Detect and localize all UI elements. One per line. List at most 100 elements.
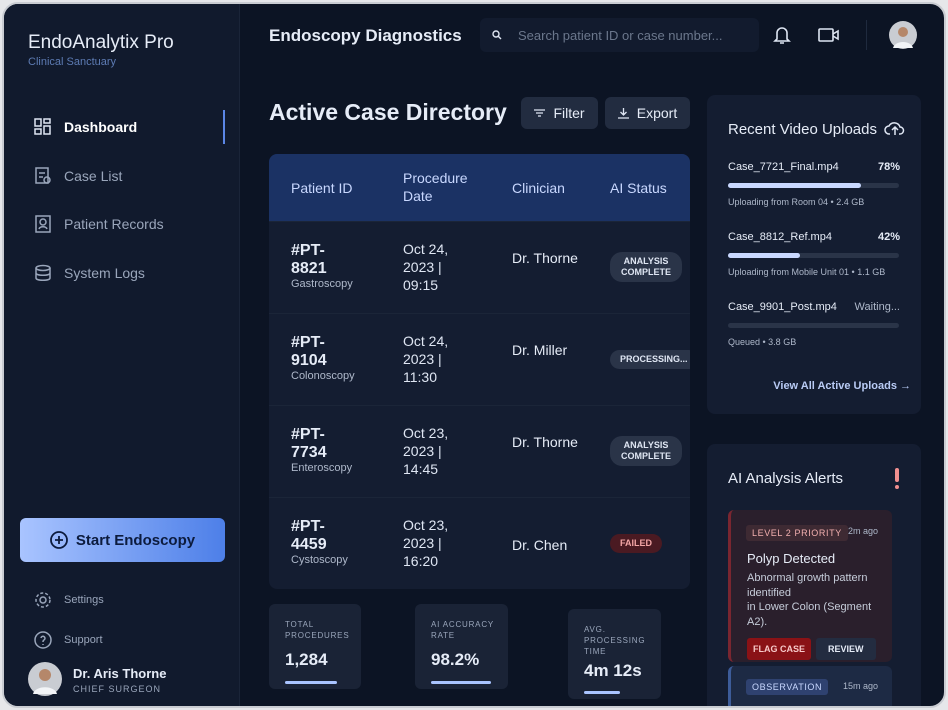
status-badge: ANALYSIS COMPLETE xyxy=(610,436,682,466)
column-header: AI Status xyxy=(610,180,667,196)
upload-file: Case_7721_Final.mp4 xyxy=(728,161,839,173)
clinician: Dr. Thorne xyxy=(512,250,578,266)
status-badge: ANALYSIS COMPLETE xyxy=(610,252,682,282)
video-icon[interactable] xyxy=(818,27,840,43)
notifications-icon[interactable] xyxy=(773,25,791,45)
button-label: Start Endoscopy xyxy=(75,531,196,549)
column-header: Clinician xyxy=(512,180,565,196)
view-all-link[interactable]: View All Active Uploads → xyxy=(773,380,911,392)
case-row[interactable]: #PT-8821 Gastroscopy Oct 24, 2023 | 09:15 D… xyxy=(269,221,690,313)
alert-time: 2m ago xyxy=(847,526,878,536)
progress-track xyxy=(728,183,899,188)
procedure-date: Oct 23, 2023 | 16:20 xyxy=(403,517,449,569)
alert-title: Polyp Detected xyxy=(747,551,836,566)
uploads-card: Recent Video Uploads View All Active Upl… xyxy=(707,95,921,414)
clinician: Dr. Chen xyxy=(512,537,568,553)
user-avatar xyxy=(28,662,62,696)
button-label: Export xyxy=(636,105,678,121)
table-header xyxy=(269,154,690,221)
card-title: AI Analysis Alerts xyxy=(728,470,844,487)
patient-id: #PT-8821 xyxy=(291,242,327,277)
procedure-date: Oct 24, 2023 | 11:30 xyxy=(403,333,449,385)
user-role: CHIEF SURGEON xyxy=(73,684,162,694)
alert-time: 15m ago xyxy=(842,681,878,691)
link-label: Support xyxy=(64,634,103,646)
stat-value: 98.2% xyxy=(431,650,480,669)
procedure-type: Enteroscopy xyxy=(291,462,353,474)
nav-item[interactable]: Dashboard xyxy=(34,110,137,144)
column-header: Procedure Date xyxy=(403,170,468,204)
clinician: Dr. Thorne xyxy=(512,434,578,450)
search-box[interactable]: Search patient ID or case number... xyxy=(480,18,759,52)
progress-track xyxy=(728,323,899,328)
upload-icon xyxy=(884,122,905,135)
button-label: Filter xyxy=(553,105,585,121)
progress-fill xyxy=(728,183,862,188)
patient-id: #PT-9104 xyxy=(291,334,327,369)
alerts-card: AI Analysis Alerts LEVEL 2 PRIORITY 2m ag… xyxy=(707,444,921,706)
upload-file: Case_9901_Post.mp4 xyxy=(728,301,837,313)
nav-label: System Logs xyxy=(64,265,145,281)
stat-label: TOTAL PROCEDURES xyxy=(285,620,350,640)
patient-id: #PT-4459 xyxy=(291,518,327,553)
procedure-type: Gastroscopy xyxy=(291,278,353,290)
flag-case-button[interactable]: FLAG CASE xyxy=(747,638,812,660)
nav-label: Dashboard xyxy=(64,119,138,135)
active-indicator xyxy=(223,110,225,144)
stat-card: TOTAL PROCEDURES 1,284 xyxy=(269,604,361,689)
export-button[interactable]: Export xyxy=(605,97,690,129)
nav-item[interactable]: System Logs xyxy=(34,256,145,290)
upload-detail: Queued • 3.8 GB xyxy=(728,337,797,347)
procedure-date: Oct 23, 2023 | 14:45 xyxy=(403,425,449,477)
brand-subtitle: Clinical Sanctuary xyxy=(28,56,117,68)
header-title: Endoscopy Diagnostics xyxy=(269,26,462,45)
nav-label: Patient Records xyxy=(64,216,164,232)
link-label: Settings xyxy=(64,594,104,606)
alert-item: OBSERVATION 15m ago xyxy=(728,666,892,706)
column-header: Patient ID xyxy=(291,180,353,196)
start-endoscopy-button[interactable]: Start Endoscopy xyxy=(20,518,225,562)
review-button[interactable]: REVIEW xyxy=(816,638,876,660)
progress-fill xyxy=(728,253,800,258)
patient-id: #PT-7734 xyxy=(291,426,327,461)
clinician: Dr. Miller xyxy=(512,342,568,358)
alert-icon xyxy=(895,468,899,482)
support-link[interactable]: Support xyxy=(34,623,103,657)
alert-icon-dot xyxy=(895,485,899,489)
case-row[interactable]: #PT-9104 Colonoscopy Oct 24, 2023 | 11:30 D… xyxy=(269,313,690,405)
page-title: Active Case Directory xyxy=(269,99,507,125)
upload-status: 78% xyxy=(877,161,900,173)
stat-accent xyxy=(584,691,620,694)
upload-detail: Uploading from Mobile Unit 01 • 1.1 GB xyxy=(728,267,886,277)
settings-link[interactable]: Settings xyxy=(34,583,104,617)
search-placeholder: Search patient ID or case number... xyxy=(518,27,723,43)
case-row[interactable]: #PT-4459 Cystoscopy Oct 23, 2023 | 16:20 Dr… xyxy=(269,497,690,589)
stat-label: AI ACCURACY RATE xyxy=(431,620,494,640)
brand: EndoAnalytix Pro xyxy=(28,32,174,53)
stat-value: 1,284 xyxy=(285,650,328,669)
upload-status: 42% xyxy=(877,231,900,243)
stat-value: 4m 12s xyxy=(584,661,642,680)
case-table: Patient ID Procedure Date Clinician AI Stat… xyxy=(269,154,690,589)
filter-button[interactable]: Filter xyxy=(521,97,598,129)
alert-item: LEVEL 2 PRIORITY 2m ago Polyp Detected Abno… xyxy=(728,510,892,662)
status-badge: PROCESSING... xyxy=(610,350,690,369)
alert-body: Abnormal growth pattern identified in Lo… xyxy=(747,572,872,628)
upload-status: Waiting... xyxy=(854,301,900,313)
procedure-type: Cystoscopy xyxy=(291,554,348,566)
user-name: Dr. Aris Thorne xyxy=(73,666,167,681)
case-row[interactable]: #PT-7734 Enteroscopy Oct 23, 2023 | 14:45 D… xyxy=(269,405,690,497)
nav-item[interactable]: Case List xyxy=(34,159,122,193)
upload-detail: Uploading from Room 04 • 2.4 GB xyxy=(728,197,865,207)
stat-accent xyxy=(431,681,491,684)
alert-tag: OBSERVATION xyxy=(746,679,829,695)
card-title: Recent Video Uploads xyxy=(728,121,877,138)
nav-item[interactable]: Patient Records xyxy=(34,207,164,241)
upload-file: Case_8812_Ref.mp4 xyxy=(728,231,832,243)
header-avatar[interactable] xyxy=(889,21,917,49)
progress-track xyxy=(728,253,899,258)
sidebar: EndoAnalytix Pro Clinical Sanctuary Dash… xyxy=(4,4,240,706)
stat-label: AVG. PROCESSING TIME xyxy=(584,625,646,656)
alert-tag: LEVEL 2 PRIORITY xyxy=(746,525,848,541)
